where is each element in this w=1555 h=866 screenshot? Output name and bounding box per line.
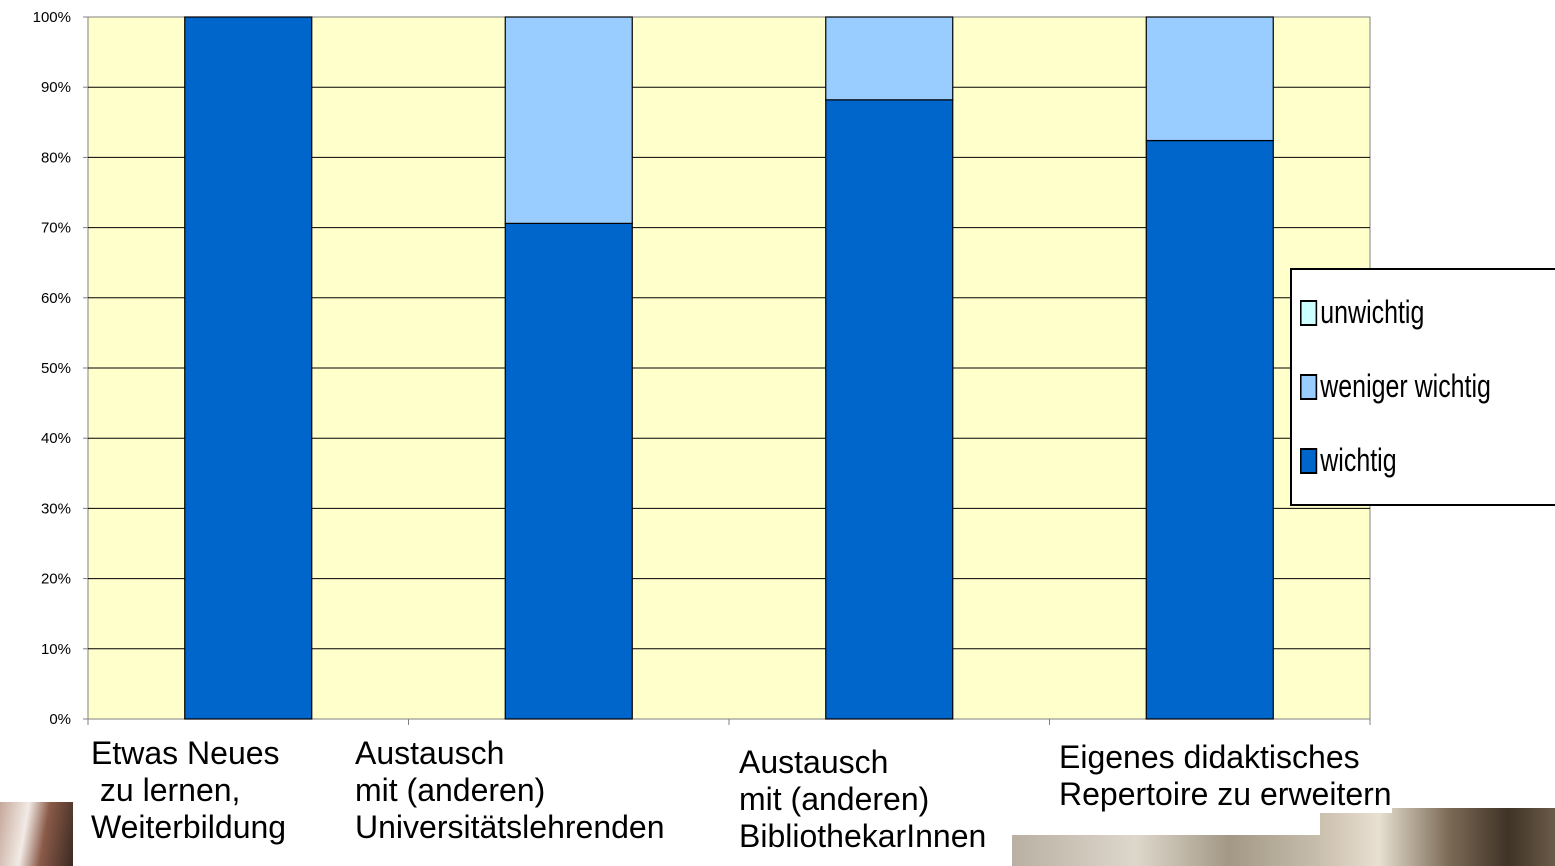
bar-weniger-wichtig-2 bbox=[504, 16, 633, 224]
background-photo-right bbox=[1320, 808, 1555, 866]
legend-swatch-unwichtig bbox=[1300, 299, 1318, 326]
legend-label-wichtig: wichtig bbox=[1320, 442, 1397, 478]
y-tick-label: 90% bbox=[41, 79, 71, 96]
bar-wichtig-1 bbox=[184, 16, 313, 720]
legend-item-weniger-wichtig: weniger wichtig bbox=[1300, 368, 1491, 405]
category-label-1: Etwas Neues zu lernen, Weiterbildung bbox=[91, 735, 287, 846]
category-label-3: Austausch mit (anderen) BibliothekarInne… bbox=[739, 744, 987, 855]
background-photo-left bbox=[0, 802, 73, 866]
legend-label-weniger-wichtig: weniger wichtig bbox=[1320, 368, 1491, 404]
y-tick-label: 60% bbox=[41, 290, 71, 307]
y-tick-label: 10% bbox=[41, 641, 71, 658]
y-tick-label: 20% bbox=[41, 571, 71, 588]
y-tick-label: 50% bbox=[41, 360, 71, 377]
category-label-4: Eigenes didaktisches Repertoire zu erwei… bbox=[1059, 739, 1392, 813]
bar-weniger-wichtig-4 bbox=[1145, 16, 1274, 142]
bars bbox=[184, 16, 1274, 720]
bar-wichtig-3 bbox=[825, 99, 954, 720]
y-axis-ticks: 0% 10% 20% 30% 40% 50% 60% 70% 80% 90% 100% bbox=[33, 9, 88, 728]
legend-item-unwichtig: unwichtig bbox=[1300, 294, 1424, 331]
y-tick-label: 40% bbox=[41, 430, 71, 447]
legend-swatch-weniger-wichtig bbox=[1300, 373, 1318, 400]
bar-weniger-wichtig-3 bbox=[825, 16, 954, 101]
bar-wichtig-4 bbox=[1145, 139, 1274, 720]
legend-label-unwichtig: unwichtig bbox=[1320, 294, 1425, 330]
background-photo-middle bbox=[1012, 835, 1322, 866]
y-tick-label: 0% bbox=[49, 711, 71, 728]
y-tick-label: 100% bbox=[33, 9, 71, 26]
y-tick-label: 30% bbox=[41, 500, 71, 517]
y-tick-label: 70% bbox=[41, 220, 71, 237]
bar-wichtig-2 bbox=[504, 222, 633, 720]
category-label-2: Austausch mit (anderen) Universitätslehr… bbox=[355, 735, 665, 846]
y-tick-label: 80% bbox=[41, 149, 71, 166]
legend-swatch-wichtig bbox=[1300, 447, 1318, 474]
legend-item-wichtig: wichtig bbox=[1300, 442, 1397, 479]
legend: unwichtig weniger wichtig wichtig bbox=[1290, 268, 1555, 506]
